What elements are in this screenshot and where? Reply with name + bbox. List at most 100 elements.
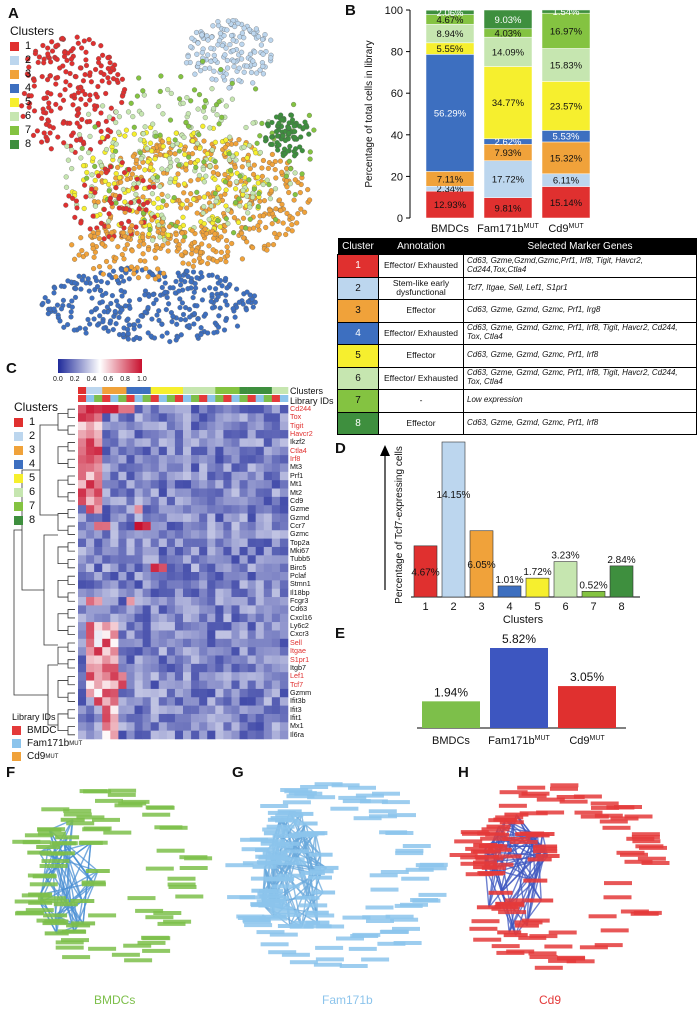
heatmap-cell	[78, 588, 87, 598]
network-edge	[488, 819, 507, 908]
tsne-cell-point	[146, 293, 152, 299]
tsne-cell-point	[212, 223, 218, 229]
tsne-cell-point	[268, 188, 274, 194]
heatmap-cell	[102, 463, 111, 473]
tsne-cell-point	[92, 274, 98, 281]
heatmap-cell	[191, 488, 200, 498]
tsne-cell-point	[205, 191, 211, 197]
b-segment-label: 4.03%	[495, 28, 522, 39]
network-edge	[486, 819, 507, 858]
network-node	[265, 856, 290, 861]
heatmap-cell	[134, 488, 143, 498]
tsne-cell-point	[287, 216, 293, 222]
heatmap-cell	[223, 513, 232, 523]
tsne-cell-point	[196, 276, 202, 282]
heatmap-cell	[199, 580, 208, 589]
table-cell-annotation: Effector	[378, 299, 464, 323]
tsne-cell-point	[129, 223, 135, 229]
tsne-cell-point	[223, 317, 229, 323]
tsne-cell-point	[109, 293, 115, 299]
tsne-cell-point	[134, 176, 140, 182]
network-node	[276, 873, 305, 878]
network-edge	[281, 817, 319, 923]
tsne-cell-point	[123, 127, 129, 133]
tsne-cell-point	[189, 312, 195, 318]
network-h-graph	[449, 783, 670, 970]
tsne-cell-point	[199, 50, 205, 56]
tsne-cell-point	[173, 238, 179, 244]
heatmap-cell	[166, 488, 176, 498]
tsne-cell-point	[211, 257, 217, 263]
heatmap-cell	[78, 513, 87, 523]
tsne-cell-point	[110, 148, 116, 154]
heatmap-cell	[166, 530, 176, 539]
heatmap-cell	[199, 688, 208, 698]
network-node	[269, 932, 298, 937]
heatmap-cell	[255, 605, 265, 615]
heatmap-cell	[86, 730, 95, 740]
tsne-cell-point	[280, 150, 286, 156]
colorbar-tick-label: 1.0	[137, 376, 147, 383]
tsne-cell-point	[126, 303, 132, 309]
tsne-cell-point	[127, 207, 133, 213]
network-node	[536, 797, 565, 802]
tsne-cell-point	[228, 159, 234, 165]
tsne-cell-point	[140, 88, 146, 94]
heatmap-cell	[142, 546, 151, 556]
tsne-cell-point	[179, 300, 185, 306]
tsne-cell-point	[88, 233, 94, 239]
heatmap-cell	[142, 538, 151, 548]
tsne-cell-point	[53, 81, 59, 87]
tsne-cell-point	[273, 217, 279, 223]
heatmap-cell	[94, 680, 103, 690]
heatmap-cell	[118, 713, 127, 723]
tsne-cell-point	[113, 175, 119, 181]
table-cell-cluster: 6	[337, 366, 379, 390]
heatmap-cell	[239, 672, 248, 681]
tsne-cell-point	[78, 235, 84, 241]
tsne-cell-point	[211, 46, 217, 52]
tsne-cell-point	[288, 165, 294, 171]
tsne-cell-point	[78, 65, 84, 71]
tsne-cell-point	[281, 116, 287, 122]
tsne-cell-point	[231, 230, 237, 236]
tsne-cell-point	[98, 110, 104, 116]
tsne-cell-point	[98, 288, 104, 294]
tsne-cell-point	[137, 296, 143, 303]
tsne-cell-point	[211, 304, 218, 310]
heatmap-cell	[279, 730, 289, 740]
heatmap-cell	[86, 446, 95, 456]
tsne-cell-point	[242, 185, 248, 191]
tsne-cell-point	[194, 245, 200, 251]
tsne-cell-point	[222, 298, 228, 304]
library-legend-sup: MUT	[45, 753, 59, 760]
tsne-cell-point	[212, 158, 218, 165]
heatmap-cell	[199, 597, 208, 606]
tsne-cell-point	[241, 182, 247, 189]
tsne-cell-point	[121, 206, 127, 212]
dendrogram-branch	[67, 442, 75, 452]
tsne-cell-point	[242, 142, 249, 148]
tsne-cell-point	[247, 297, 253, 303]
tsne-cell-point	[237, 203, 243, 209]
tsne-cell-point	[94, 94, 100, 100]
network-edge	[44, 875, 79, 926]
tsne-cell-point	[74, 205, 80, 211]
tsne-cell-point	[227, 182, 233, 188]
network-edge	[53, 842, 92, 924]
heatmap-cell	[94, 463, 103, 473]
network-node	[460, 830, 489, 835]
tsne-cell-point	[70, 130, 76, 136]
network-edge	[47, 846, 83, 902]
tsne-cell-point	[223, 275, 229, 282]
library-legend-swatch	[12, 752, 21, 761]
network-edge	[65, 819, 74, 905]
tsne-cell-point	[246, 201, 253, 207]
tsne-cell-point	[298, 206, 304, 212]
tsne-cell-point	[69, 298, 75, 304]
heatmap-cell	[86, 655, 95, 665]
tsne-cell-point	[255, 174, 261, 180]
tsne-cell-point	[239, 230, 245, 236]
heatmap-cell	[158, 705, 168, 715]
